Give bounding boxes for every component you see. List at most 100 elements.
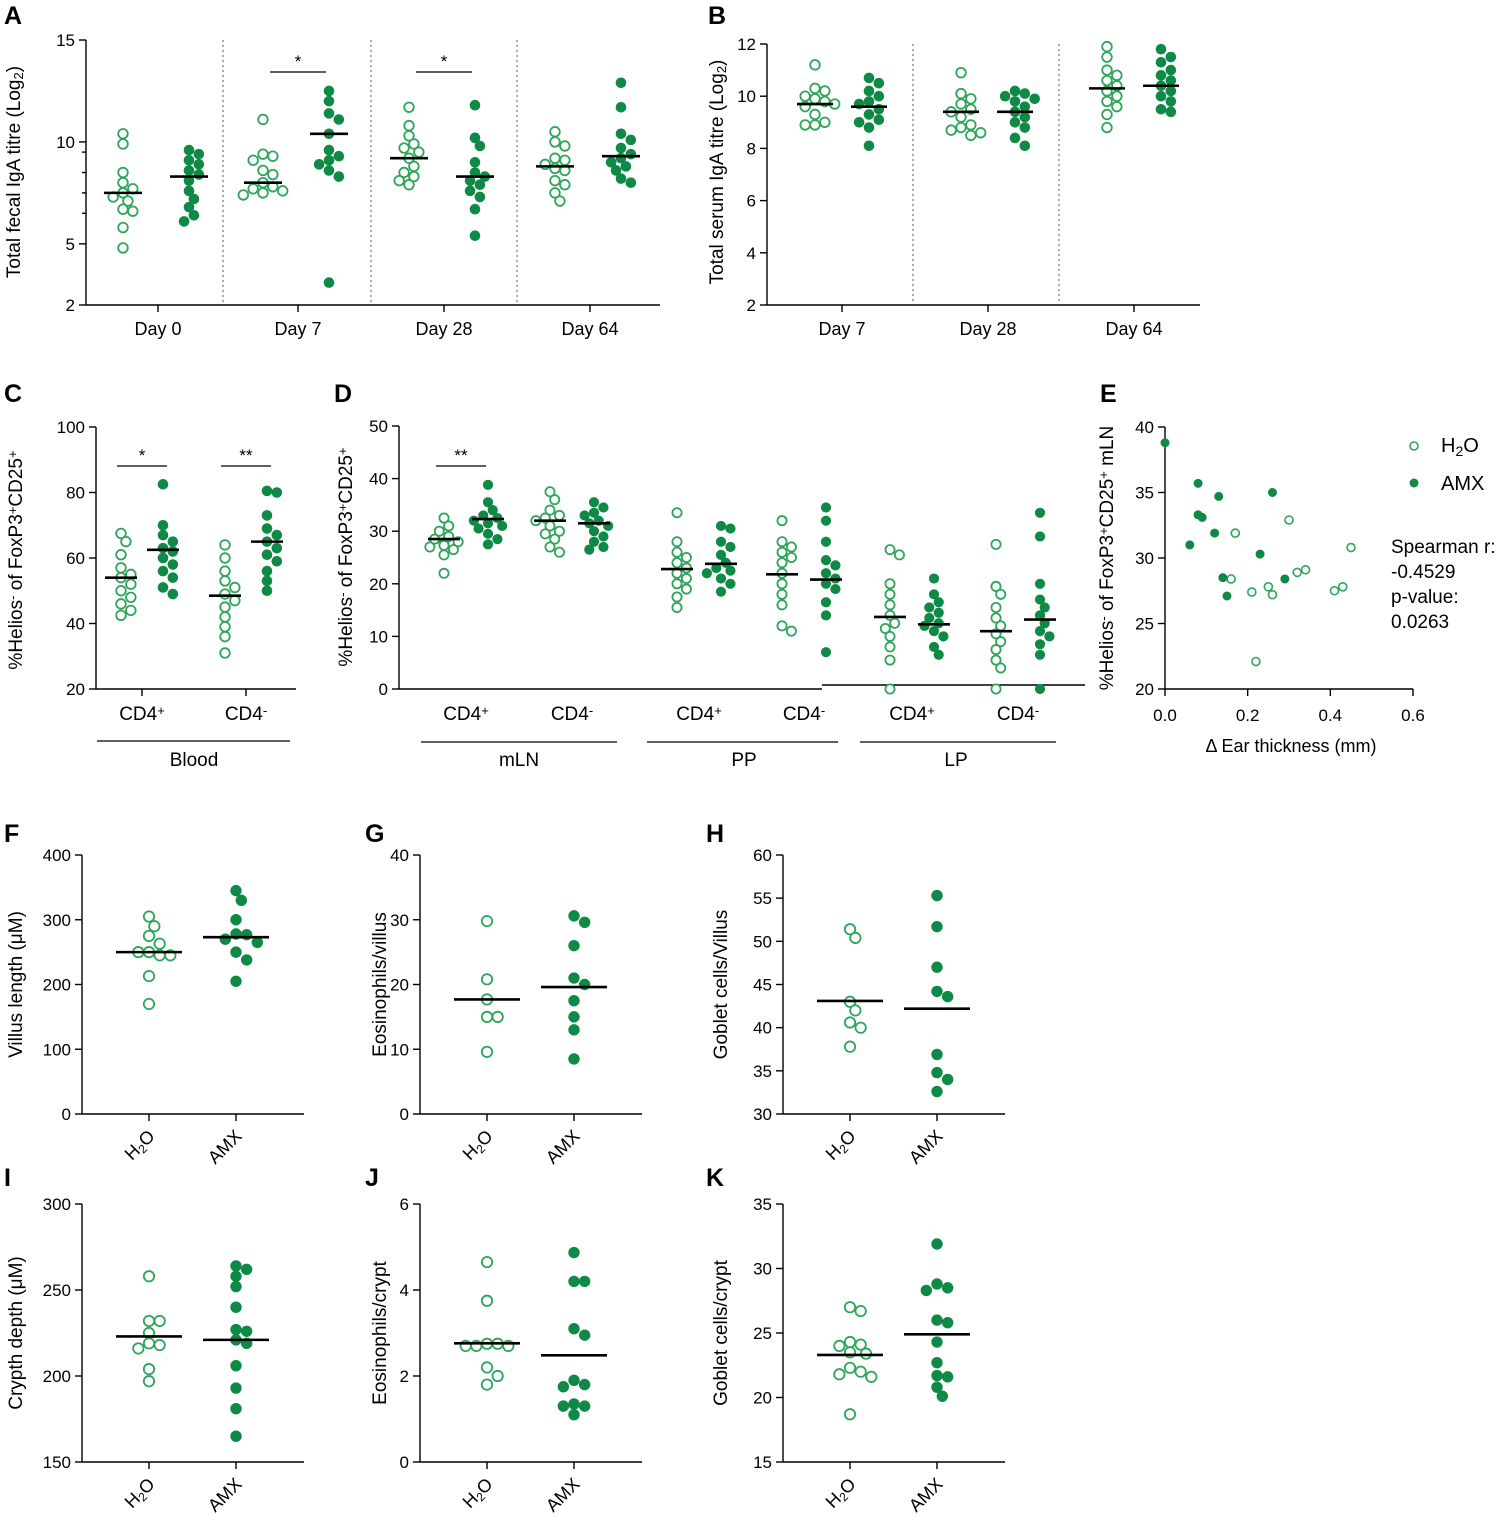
amx-point: [568, 1024, 580, 1036]
x-tick-label: AMX: [542, 1126, 584, 1168]
amx-point: [188, 210, 200, 221]
amx-point: [873, 77, 885, 89]
amx-point: [931, 985, 943, 998]
h2o-point: [267, 168, 279, 181]
amx-point: [625, 134, 637, 146]
panel-label-e: E: [1100, 380, 1117, 408]
x-tick-label: Day 28: [415, 319, 472, 339]
y-tick-label: 5: [66, 235, 75, 254]
x-tick-label: CD4-: [225, 703, 267, 725]
panel-k: 15 20 25 30 35 H2O AMX Goblet cells/crypt: [711, 1195, 1005, 1516]
amx-point: [157, 529, 169, 541]
amx-point: [931, 1369, 943, 1382]
h2o-point: [990, 538, 1002, 550]
y-axis-label: %Helios- of FoxP3+CD25+ mLN: [1096, 426, 1118, 691]
y-tick-label: 40: [753, 1019, 772, 1038]
text-part: of FoxP3: [1097, 535, 1118, 616]
h2o-point: [257, 148, 269, 160]
amx-point: [1019, 140, 1031, 152]
h2o-point: [480, 1255, 494, 1269]
stat-line: 0.0263: [1391, 612, 1449, 633]
h2o-point: [843, 1016, 857, 1029]
text-part: Total fecal IgA titre (Log: [4, 80, 25, 279]
y-tick-label: 60: [753, 846, 772, 865]
amx-point: [1034, 639, 1046, 650]
amx-point: [482, 479, 494, 491]
h2o-point: [142, 1363, 156, 1376]
amx-point: [193, 169, 205, 180]
text-part: CD25: [336, 455, 357, 504]
y-axis-label: Total fecal IgA titre (Log2): [4, 66, 26, 278]
y-tick-label: 2: [747, 296, 756, 315]
text-part: ): [707, 60, 728, 66]
y-tick-label: 100: [43, 1040, 71, 1059]
y-tick-label: 200: [43, 976, 71, 995]
amx-point: [157, 565, 169, 577]
text-part: CD4: [889, 704, 927, 725]
amx-point: [598, 502, 609, 513]
legend-amx-marker: [1409, 478, 1419, 488]
superscript: -: [589, 703, 593, 718]
amx-point: [941, 1371, 954, 1383]
amx-point: [230, 1260, 242, 1272]
h2o-point: [884, 641, 896, 653]
amx-point: [230, 1280, 242, 1293]
h2o-point: [132, 1342, 145, 1355]
amx-point: [487, 505, 498, 516]
h2o-point: [403, 119, 415, 132]
h2o-point: [117, 138, 129, 150]
y-tick-label: 400: [43, 846, 71, 865]
amx-point: [1009, 132, 1021, 144]
amx-point: [1155, 90, 1167, 102]
y-tick-label: 35: [1135, 484, 1154, 503]
h2o-point: [965, 93, 977, 105]
h2o-point: [219, 611, 231, 623]
amx-point: [219, 933, 232, 945]
h2o-point: [955, 67, 967, 79]
h2o-point: [393, 174, 405, 187]
h2o-point: [553, 525, 565, 537]
superscript: +: [335, 447, 350, 455]
h2o-point: [559, 179, 571, 191]
h2o-point: [1230, 528, 1241, 538]
x-tick-label: AMX: [905, 1474, 947, 1516]
text-part: of FoxP3: [336, 511, 357, 592]
amx-point: [941, 1073, 954, 1086]
x-tick-label: AMX: [905, 1126, 947, 1168]
superscript: +: [1096, 471, 1111, 479]
h2o-point: [955, 111, 967, 123]
h2o-point: [809, 119, 821, 131]
h2o-point: [854, 1365, 867, 1378]
amx-point: [1044, 631, 1055, 642]
amx-point: [261, 510, 273, 521]
amx-point: [863, 85, 875, 97]
amx-point: [578, 1329, 591, 1341]
h2o-point: [408, 160, 420, 173]
significance-label: **: [239, 446, 253, 465]
y-tick-label: 50: [753, 932, 772, 951]
amx-point: [464, 185, 476, 197]
h2o-point: [125, 604, 137, 617]
amx-point: [1165, 64, 1177, 76]
amx-point: [931, 1356, 943, 1369]
h2o-point: [990, 612, 1002, 624]
h2o-point: [115, 609, 127, 622]
h2o-point: [549, 152, 561, 164]
amx-point: [830, 560, 841, 571]
h2o-point: [480, 1045, 494, 1058]
amx-point: [261, 549, 273, 561]
amx-point: [820, 647, 832, 658]
h2o-point: [955, 87, 967, 100]
amx-point: [261, 523, 273, 534]
amx-point: [261, 565, 273, 577]
amx-point: [492, 533, 503, 545]
h2o-point: [142, 1375, 156, 1388]
h2o-point: [219, 575, 231, 587]
amx-point: [1255, 549, 1265, 559]
text-part: CD25: [1097, 479, 1118, 528]
panel-a: 2 5 10 15 Day 0 Day 7 * Day 28 * Day 64 Total feca…: [4, 31, 660, 339]
significance-label: *: [295, 52, 302, 71]
h2o-point: [671, 591, 683, 603]
y-axis-label: Goblet cells/crypt: [711, 1259, 732, 1405]
text-part: CD4: [119, 704, 157, 725]
